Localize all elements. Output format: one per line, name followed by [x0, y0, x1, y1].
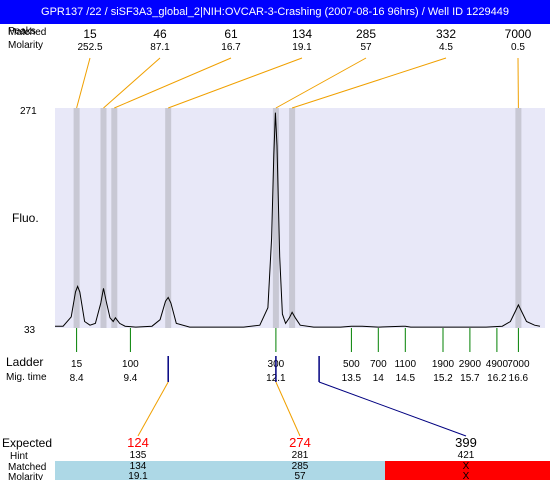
peak-connector-line — [168, 57, 303, 109]
peak-size-label: 332 — [436, 27, 456, 41]
ladder-time-label: 14.5 — [396, 373, 416, 384]
plot-area — [55, 108, 545, 328]
peak-size-label: 7000 — [505, 27, 532, 41]
y-tick-max: 271 — [20, 106, 37, 117]
ladder-size-label: 7000 — [507, 359, 530, 370]
peak-size-label: 15 — [83, 27, 97, 41]
ladder-size-label: 15 — [71, 359, 83, 370]
expected-connector-line — [318, 381, 467, 437]
peak-size-label: 61 — [224, 27, 238, 41]
peak-molarity-label: 16.7 — [221, 42, 241, 53]
peak-band — [73, 108, 80, 328]
peak-molarity-label: 57 — [360, 42, 372, 53]
ladder-time-label: 9.4 — [123, 373, 137, 384]
ladder-time-label: 15.2 — [433, 373, 453, 384]
unmatched-row-bg — [385, 461, 550, 480]
hint-label: Hint — [10, 451, 28, 462]
peak-band — [272, 108, 279, 328]
hint-value: 135 — [130, 450, 147, 461]
matched-value: 285 — [292, 461, 309, 472]
expected-value: 274 — [289, 435, 311, 450]
peak-size-label: 285 — [356, 27, 376, 41]
peak-molarity-label: 4.5 — [439, 42, 453, 53]
molarity-value: 57 — [294, 471, 306, 480]
mig-time-label: Mig. time — [6, 372, 47, 383]
expected-value: 399 — [455, 435, 477, 450]
peaks-label-line1: Peaks — [8, 26, 36, 37]
molarity-label: Molarity — [8, 40, 43, 51]
matched-label: Matched — [8, 462, 46, 473]
peak-band — [100, 108, 107, 328]
peak-connector-line — [114, 57, 232, 109]
hint-value: 421 — [458, 450, 475, 461]
peak-molarity-label: 19.1 — [292, 42, 312, 53]
peak-connector-line — [291, 57, 447, 109]
peak-size-label: 46 — [153, 27, 167, 41]
fluorescence-trace — [55, 112, 541, 328]
matched-value: X — [463, 461, 470, 472]
ladder-size-label: 500 — [343, 359, 360, 370]
molarity-value: 19.1 — [128, 471, 148, 480]
ladder-time-label: 15.7 — [460, 373, 480, 384]
peak-connector-line — [76, 57, 91, 109]
peak-band — [515, 108, 522, 328]
ladder-time-label: 16.2 — [487, 373, 507, 384]
peaks-label-line2: Matched — [8, 27, 46, 38]
peak-connector-line — [103, 57, 161, 109]
molarity-bottom-label: Molarity — [8, 472, 43, 480]
ladder-size-label: 100 — [122, 359, 139, 370]
ladder-time-label: 8.4 — [70, 373, 84, 384]
expected-value: 124 — [127, 435, 149, 450]
hint-value: 281 — [292, 450, 309, 461]
peak-band — [289, 108, 296, 328]
y-axis-label: Fluo. — [12, 211, 39, 225]
peak-connectors — [76, 57, 519, 109]
window-title: GPR137 /22 / siSF3A3_global_2|NIH:OVCAR-… — [0, 0, 550, 24]
ladder-time-label: 14 — [373, 373, 385, 384]
ladder-size-label: 4900 — [486, 359, 509, 370]
peak-bands — [73, 108, 522, 328]
ladder-size-label: 1900 — [432, 359, 455, 370]
matched-row-bg — [55, 461, 385, 480]
molarity-value: X — [463, 471, 470, 480]
y-tick-min: 33 — [24, 325, 36, 336]
ladder-size-label: 1100 — [395, 359, 417, 370]
ladder-label: Ladder — [6, 355, 43, 369]
ladder-size-label: 700 — [370, 359, 387, 370]
peak-size-label: 134 — [292, 27, 312, 41]
peak-band — [111, 108, 118, 328]
ladder-row: 158.41009.430012.150013.570014110014.519… — [70, 328, 530, 384]
peak-molarity-label: 252.5 — [77, 42, 102, 53]
ladder-time-label: 13.5 — [342, 373, 362, 384]
expected-label: Expected — [2, 436, 52, 450]
ladder-size-label: 2900 — [459, 359, 482, 370]
peak-molarity-label: 0.5 — [511, 42, 525, 53]
matched-value: 134 — [130, 461, 147, 472]
peak-connector-line — [275, 57, 367, 109]
peak-molarity-label: 87.1 — [150, 42, 170, 53]
expected-connector-line — [275, 381, 301, 437]
ladder-time-label: 16.6 — [509, 373, 529, 384]
peak-band — [165, 108, 172, 328]
expected-connector-line — [137, 381, 169, 437]
